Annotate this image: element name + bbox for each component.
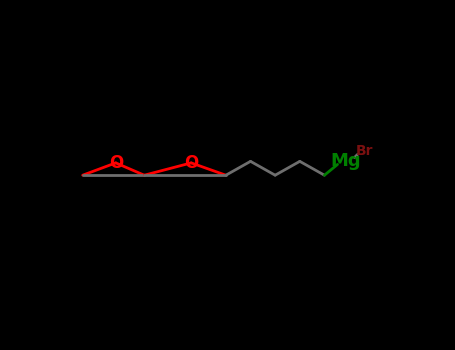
Text: Mg: Mg: [331, 152, 361, 170]
Text: Br: Br: [356, 144, 373, 158]
Text: O: O: [109, 154, 123, 172]
Text: O: O: [184, 154, 198, 172]
